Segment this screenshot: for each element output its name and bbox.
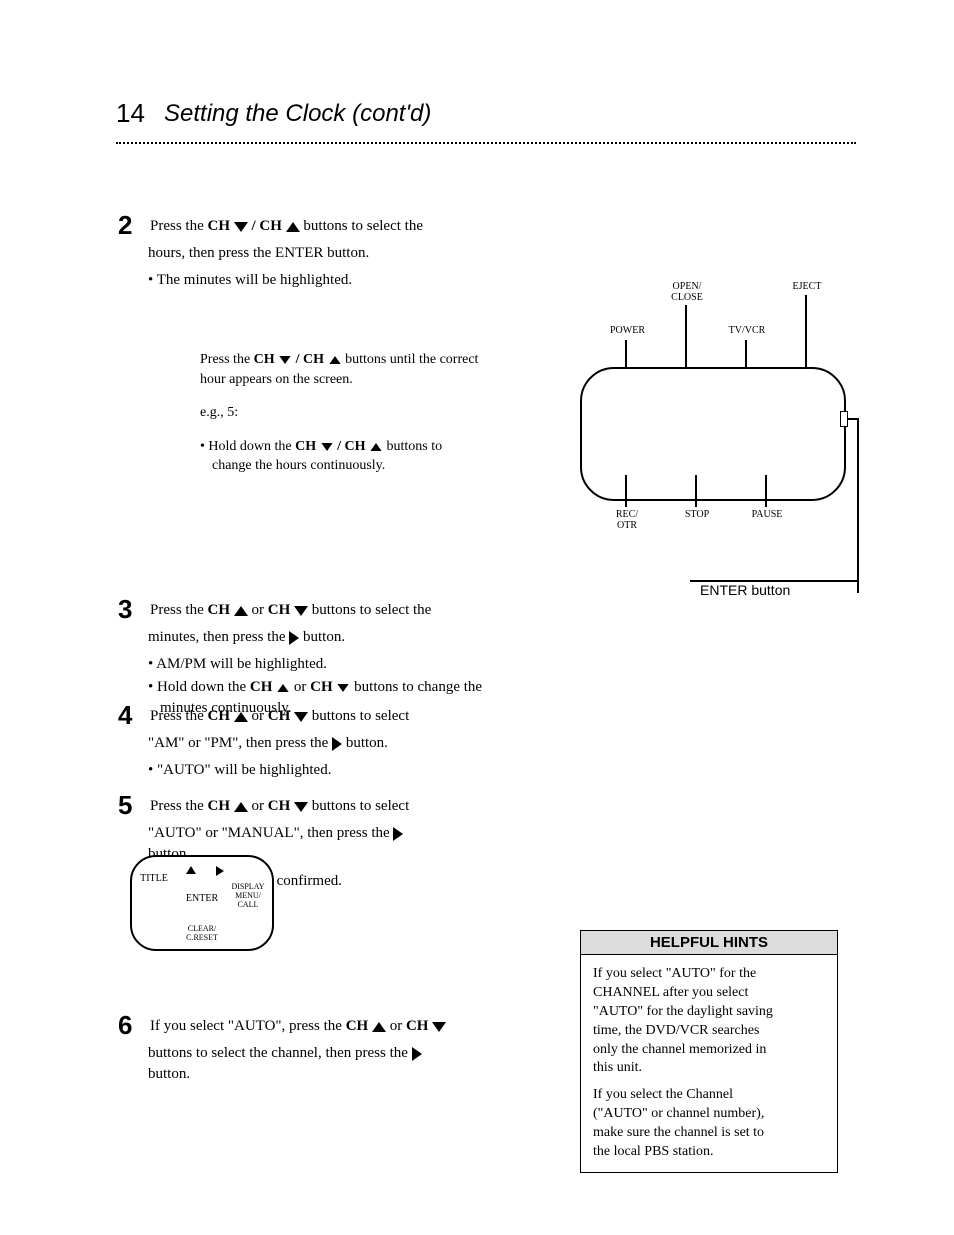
chevron-right-icon — [412, 1047, 422, 1061]
step-2-note: Press the CH / CH buttons until the corr… — [200, 350, 560, 476]
text: ("AUTO" or channel number), — [593, 1105, 825, 1124]
remote-label: EJECT — [790, 281, 824, 292]
page-number: 14 — [116, 98, 145, 129]
text: this unit. — [593, 1059, 825, 1078]
bullet: • "AUTO" will be highlighted. — [148, 760, 558, 781]
page: 14 Setting the Clock (cont'd) 2 Press th… — [0, 0, 954, 1235]
text: If you select the Channel — [593, 1086, 825, 1105]
chevron-up-icon — [278, 684, 289, 692]
step-number: 3 — [118, 594, 146, 625]
remote-label: REC/ OTR — [608, 509, 646, 531]
text: hours, then press the ENTER button. — [148, 243, 548, 264]
remote-label: STOP — [680, 509, 714, 520]
bullet: • The minutes will be highlighted. — [148, 270, 548, 291]
text: • Hold down the — [148, 679, 250, 695]
text: make sure the channel is set to — [593, 1124, 825, 1143]
step-6: 6 If you select "AUTO", press the CH or … — [118, 1010, 558, 1085]
text: buttons to select the — [303, 218, 423, 234]
text: button. — [303, 629, 345, 645]
callout-leader — [690, 580, 858, 582]
text: • Hold down the — [200, 439, 295, 454]
step-4: 4 Press the CH or CH buttons to select "… — [118, 700, 558, 781]
chevron-right-icon — [289, 631, 299, 645]
text: buttons to select — [312, 708, 410, 724]
remote-label: CLEAR/ C.RESET — [178, 925, 226, 943]
chevron-up-icon — [329, 356, 340, 364]
text: or — [390, 1018, 406, 1034]
text: Press the — [150, 708, 208, 724]
text: Press the — [150, 218, 208, 234]
step-number: 4 — [118, 700, 146, 731]
helpful-hints-body: If you select "AUTO" for the CHANNEL aft… — [581, 955, 837, 1172]
text: or — [252, 602, 268, 618]
text: If you select "AUTO" for the — [593, 965, 825, 984]
text: or — [252, 798, 268, 814]
chevron-up-icon — [234, 606, 248, 616]
remote-label: TITLE — [138, 873, 170, 884]
chevron-up-icon — [370, 443, 381, 451]
chevron-right-icon — [332, 737, 342, 751]
step-number: 5 — [118, 790, 146, 821]
text: change the hours continuously. — [212, 456, 560, 476]
text: "AUTO" for the daylight saving — [593, 1003, 825, 1022]
text: If you select "AUTO", press the — [150, 1018, 346, 1034]
chevron-down-icon — [294, 802, 308, 812]
running-head: Setting the Clock (cont'd) — [164, 100, 431, 128]
remote-label: TV/VCR — [728, 325, 766, 336]
helpful-hints-box: HELPFUL HINTS If you select "AUTO" for t… — [580, 930, 838, 1173]
chevron-up-icon — [234, 802, 248, 812]
chevron-down-icon — [321, 443, 332, 451]
text: hour appears on the screen. — [200, 370, 560, 390]
chevron-up-icon — [186, 866, 196, 874]
remote-body — [580, 367, 846, 501]
bullet: • AM/PM will be highlighted. — [148, 654, 558, 675]
text: Press the — [150, 602, 208, 618]
chevron-down-icon — [234, 222, 248, 232]
chevron-down-icon — [294, 606, 308, 616]
text: buttons to select — [312, 798, 410, 814]
text: e.g., 5: — [200, 403, 560, 423]
text: buttons to select the — [312, 602, 432, 618]
step-number: 6 — [118, 1010, 146, 1041]
chevron-up-icon — [286, 222, 300, 232]
remote-label: DISPLAY MENU/ CALL — [230, 883, 266, 909]
text: Press the — [150, 798, 208, 814]
text: Press the — [200, 352, 254, 367]
chevron-up-icon — [234, 712, 248, 722]
remote-label: PAUSE — [748, 509, 786, 520]
text: buttons until the correct — [345, 352, 478, 367]
chevron-down-icon — [280, 356, 291, 364]
text: buttons to select the channel, then pres… — [148, 1045, 412, 1061]
text: CHANNEL after you select — [593, 984, 825, 1003]
remote-label: OPEN/ CLOSE — [670, 281, 704, 303]
remote-label: ENTER — [184, 893, 220, 904]
text: "AUTO" or "MANUAL", then press the — [148, 825, 393, 841]
text: time, the DVD/VCR searches — [593, 1022, 825, 1041]
text: or — [252, 708, 268, 724]
text: only the channel memorized in — [593, 1041, 825, 1060]
text: minutes, then press the — [148, 629, 289, 645]
chevron-right-icon — [216, 866, 224, 876]
chevron-down-icon — [432, 1022, 446, 1032]
text: buttons to — [387, 439, 443, 454]
chevron-up-icon — [372, 1022, 386, 1032]
chevron-right-icon — [393, 827, 403, 841]
text: the local PBS station. — [593, 1143, 825, 1162]
section-divider — [116, 142, 856, 144]
text: button. — [148, 1064, 558, 1085]
text: "AM" or "PM", then press the — [148, 735, 332, 751]
remote-callout-enter: ENTER button — [700, 582, 790, 598]
text: buttons to change the — [354, 679, 482, 695]
chevron-down-icon — [294, 712, 308, 722]
step-number: 2 — [118, 210, 146, 241]
remote-label: POWER — [610, 325, 644, 336]
step-2: 2 Press the CH / CH buttons to select th… — [118, 210, 548, 291]
helpful-hints-title: HELPFUL HINTS — [581, 931, 837, 955]
text: or — [294, 679, 310, 695]
chevron-down-icon — [338, 684, 349, 692]
text: button. — [346, 735, 388, 751]
